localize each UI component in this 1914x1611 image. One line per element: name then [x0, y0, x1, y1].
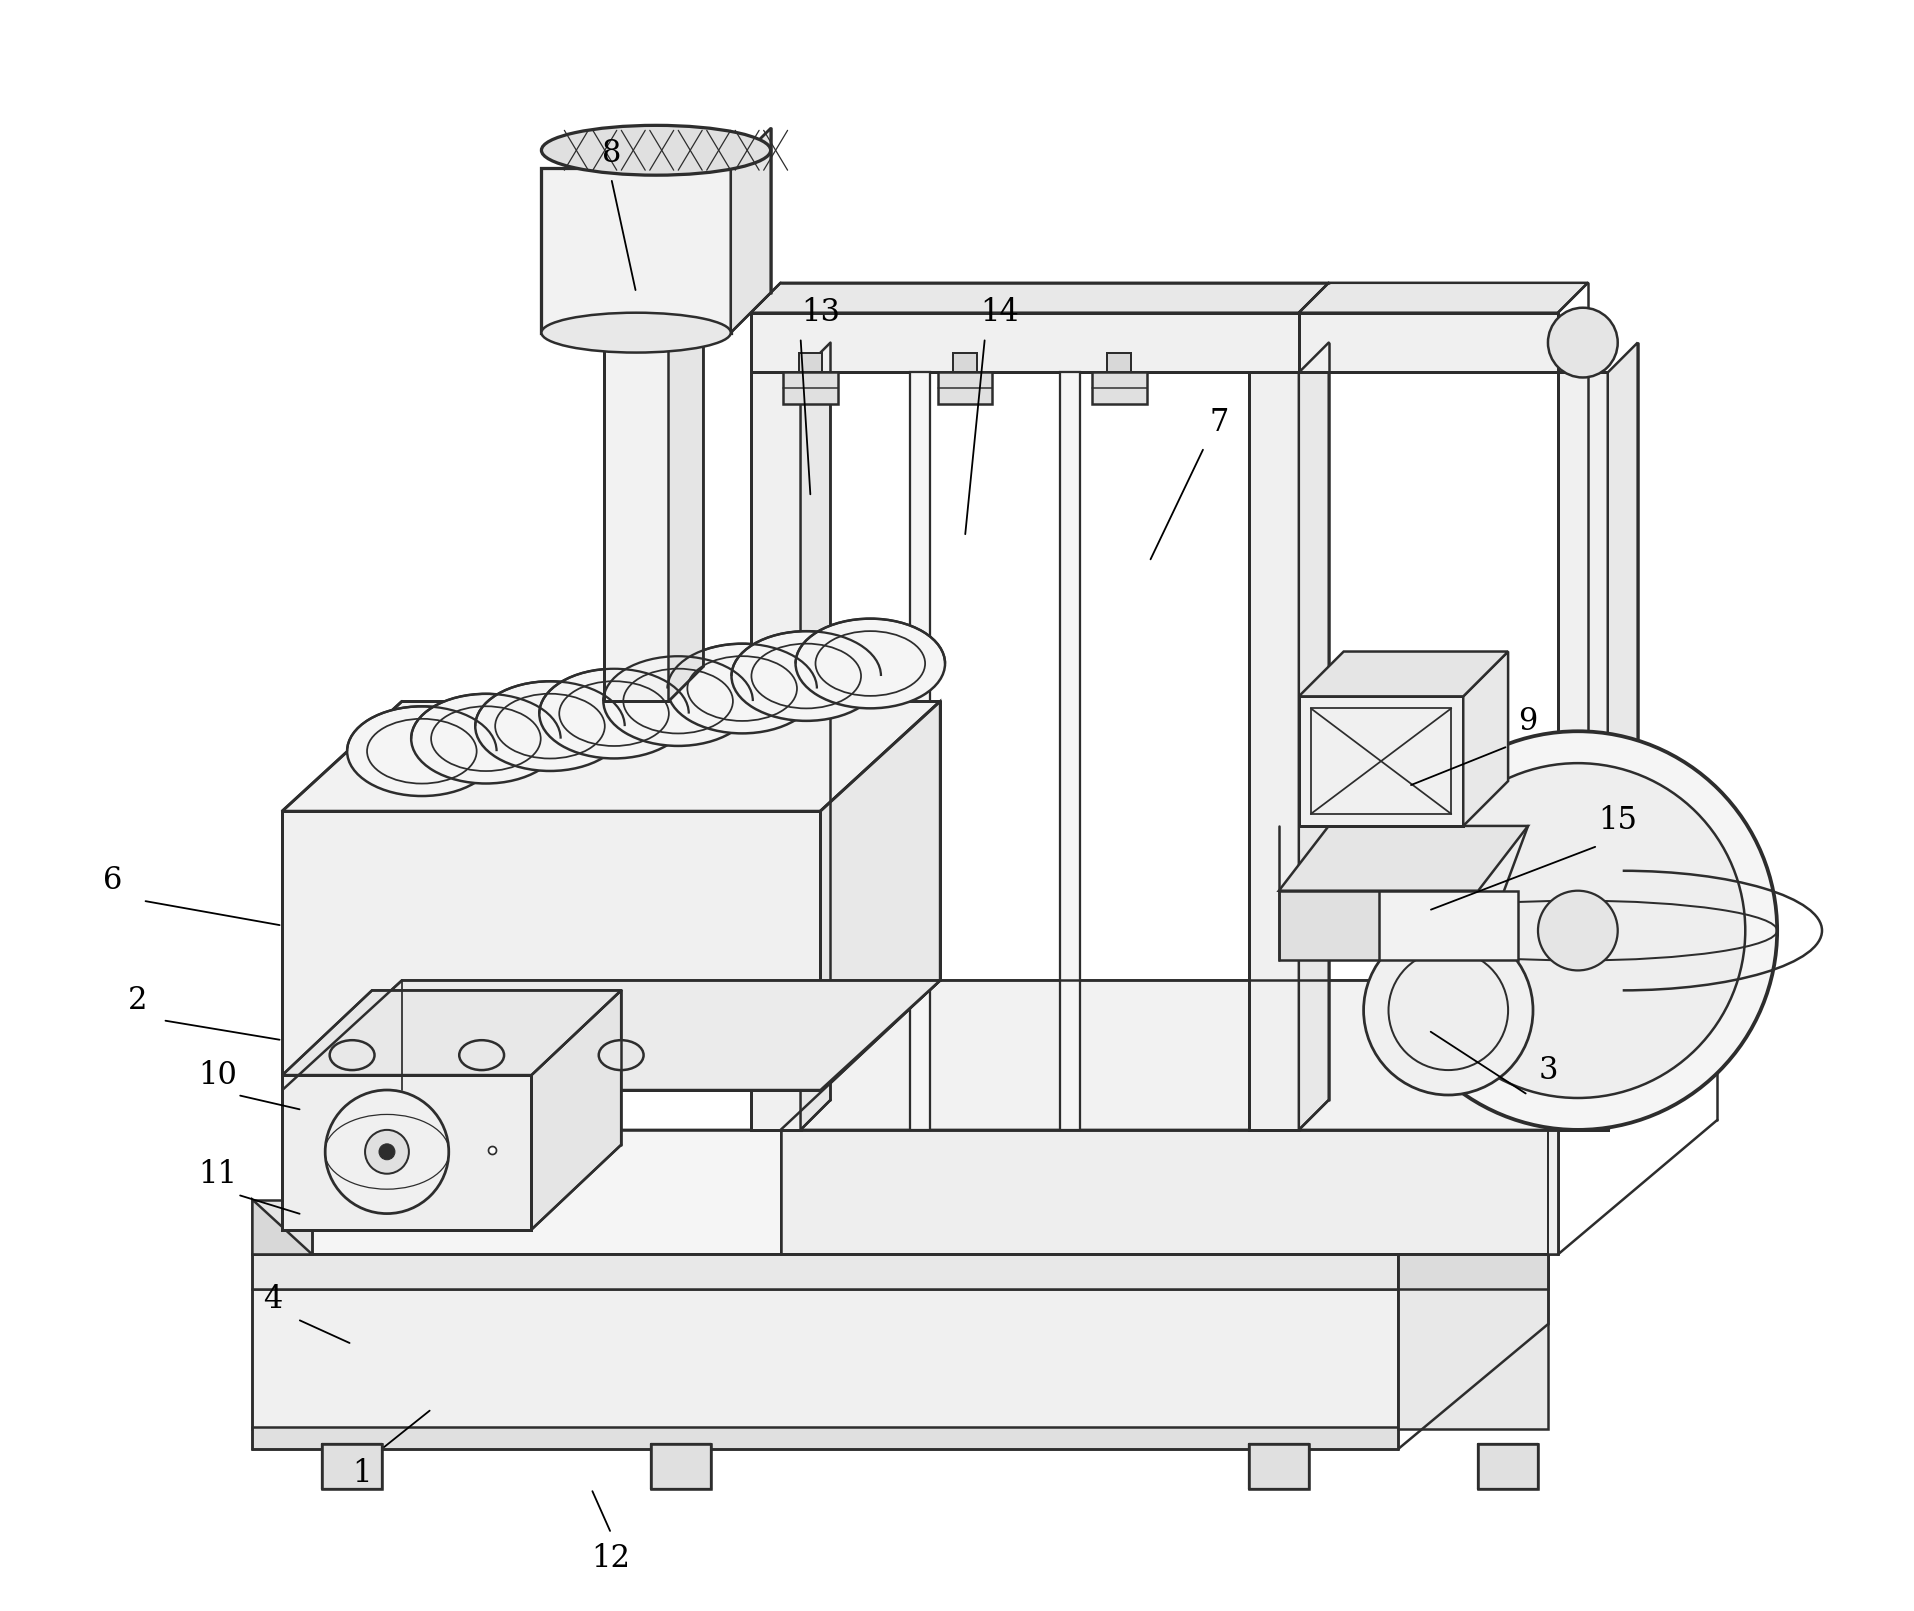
Bar	[651, 1443, 710, 1489]
Polygon shape	[800, 343, 831, 1129]
Polygon shape	[281, 991, 620, 1075]
Bar	[1058, 372, 1079, 1129]
Ellipse shape	[542, 313, 731, 353]
Circle shape	[366, 1129, 410, 1174]
Text: 4: 4	[262, 1284, 281, 1315]
Bar	[909, 372, 930, 1129]
Bar	[1298, 313, 1558, 372]
Polygon shape	[1462, 651, 1508, 826]
Bar	[1248, 1443, 1307, 1489]
Bar	[750, 313, 1298, 372]
Bar	[1106, 353, 1131, 372]
Polygon shape	[253, 1200, 312, 1255]
Bar	[1558, 372, 1608, 1129]
Ellipse shape	[599, 1041, 643, 1070]
Polygon shape	[819, 701, 940, 1091]
Bar	[1309, 709, 1451, 814]
Polygon shape	[1608, 343, 1636, 1129]
Bar	[1397, 1255, 1547, 1289]
Circle shape	[379, 1144, 394, 1160]
Text: 11: 11	[197, 1160, 237, 1191]
Polygon shape	[731, 129, 769, 332]
Bar	[253, 1427, 1397, 1448]
Ellipse shape	[603, 656, 752, 746]
Circle shape	[325, 1091, 448, 1213]
Bar	[542, 168, 731, 332]
Ellipse shape	[346, 706, 496, 796]
Circle shape	[1388, 950, 1508, 1070]
Bar	[1378, 891, 1518, 960]
Polygon shape	[1279, 891, 1478, 960]
Polygon shape	[281, 701, 940, 810]
Bar	[1298, 696, 1462, 826]
Text: 10: 10	[197, 1060, 237, 1091]
Text: 14: 14	[980, 296, 1018, 329]
Polygon shape	[1298, 651, 1508, 696]
Ellipse shape	[459, 1041, 503, 1070]
Polygon shape	[532, 991, 620, 1229]
Bar	[1478, 1443, 1537, 1489]
Ellipse shape	[412, 694, 561, 783]
Polygon shape	[668, 298, 702, 701]
Bar	[953, 353, 976, 372]
Polygon shape	[281, 810, 819, 1091]
Ellipse shape	[731, 632, 880, 720]
Text: 9: 9	[1518, 706, 1537, 736]
Polygon shape	[253, 1129, 1547, 1255]
Bar	[938, 372, 991, 404]
Text: 13: 13	[800, 296, 840, 329]
Bar	[1248, 372, 1298, 1129]
Text: 3: 3	[1537, 1055, 1556, 1086]
Ellipse shape	[542, 126, 769, 176]
Bar	[253, 1289, 1397, 1429]
Bar	[781, 1129, 1558, 1255]
Text: 12: 12	[591, 1543, 630, 1574]
Bar	[281, 1075, 532, 1229]
Circle shape	[1378, 731, 1776, 1129]
Ellipse shape	[794, 619, 944, 709]
Bar	[1091, 372, 1146, 404]
Ellipse shape	[540, 669, 689, 759]
Text: 7: 7	[1210, 408, 1229, 438]
Polygon shape	[1279, 826, 1527, 891]
Text: 6: 6	[103, 865, 122, 896]
Bar	[322, 1443, 381, 1489]
Polygon shape	[1298, 343, 1328, 1129]
Circle shape	[1363, 926, 1533, 1095]
Polygon shape	[281, 981, 940, 1091]
Bar	[1397, 1255, 1547, 1429]
Bar	[253, 1200, 312, 1255]
Bar	[783, 372, 838, 404]
Text: 15: 15	[1598, 806, 1636, 836]
Bar	[798, 353, 821, 372]
Text: 2: 2	[128, 984, 147, 1017]
Bar	[750, 372, 800, 1129]
Polygon shape	[781, 981, 1717, 1129]
Ellipse shape	[329, 1041, 375, 1070]
Ellipse shape	[475, 681, 624, 772]
Text: 8: 8	[601, 139, 620, 169]
Ellipse shape	[668, 644, 817, 733]
Text: 1: 1	[352, 1458, 371, 1489]
Polygon shape	[1298, 284, 1587, 313]
Polygon shape	[750, 284, 1328, 313]
Bar	[253, 1255, 1397, 1289]
Bar	[781, 1129, 1558, 1255]
Circle shape	[1537, 891, 1617, 970]
Ellipse shape	[1547, 308, 1617, 377]
Circle shape	[1411, 764, 1744, 1099]
Bar	[603, 332, 668, 701]
